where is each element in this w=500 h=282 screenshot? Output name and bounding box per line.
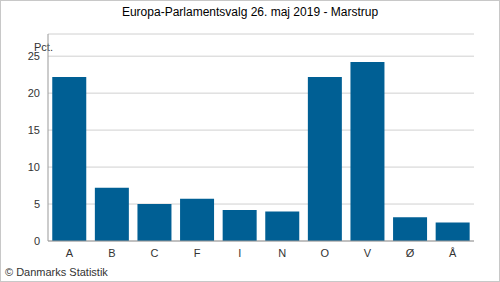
html-text:Europa-Parlamentsvalg 26. maj: Europa-Parlamentsvalg 26. maj 2019 - Mar…: [121, 5, 379, 19]
svg-text:20: 20: [28, 87, 40, 99]
svg-text:A: A: [66, 247, 74, 259]
svg-text:25: 25: [28, 50, 40, 62]
html-text:© Danmarks Statistik: © Danmarks Statistik: [5, 266, 108, 278]
svg-text:B: B: [108, 247, 115, 259]
svg-text:Ø: Ø: [406, 247, 415, 259]
svg-text:C: C: [151, 247, 159, 259]
svg-text:10: 10: [28, 161, 40, 173]
svg-text:I: I: [238, 247, 241, 259]
html-text:Pct.: Pct.: [34, 41, 53, 53]
svg-text:O: O: [321, 247, 330, 259]
svg-text:15: 15: [28, 124, 40, 136]
svg-text:V: V: [364, 247, 372, 259]
svg-text:F: F: [194, 247, 201, 259]
svg-text:0: 0: [34, 235, 40, 247]
svg-text:5: 5: [34, 198, 40, 210]
svg-text:Å: Å: [449, 247, 457, 259]
svg-text:N: N: [278, 247, 286, 259]
